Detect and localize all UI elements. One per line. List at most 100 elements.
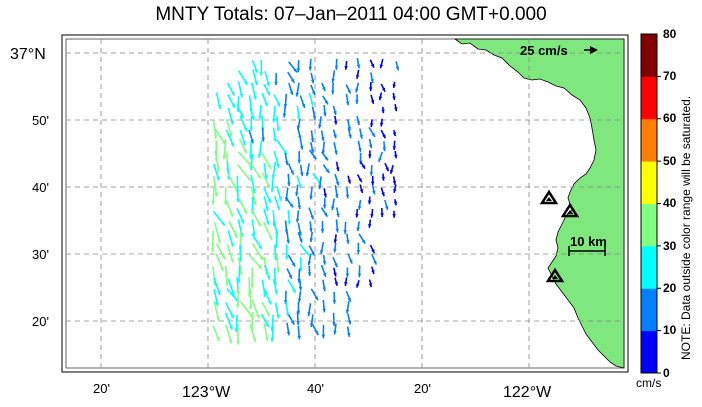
- current-vector-head: [214, 192, 218, 197]
- colorbar-tick-0: 0: [663, 366, 670, 380]
- y-label-40: 40': [32, 180, 49, 195]
- current-vector-head: [254, 68, 258, 73]
- current-vector-head: [229, 133, 233, 137]
- current-vector-head: [257, 174, 261, 179]
- current-vector-head: [309, 238, 314, 243]
- current-vector-head: [252, 231, 256, 236]
- current-vector-head: [381, 192, 385, 197]
- y-label-50: 50': [32, 113, 49, 128]
- current-vector-head: [311, 251, 315, 256]
- current-vector-head: [367, 200, 372, 205]
- current-vector-head: [335, 228, 339, 233]
- current-vector-head: [331, 90, 335, 95]
- current-vector-head: [346, 239, 350, 244]
- current-vector-head: [256, 314, 260, 319]
- current-vector-head: [266, 312, 270, 317]
- current-vector-head: [371, 132, 375, 137]
- current-vector-head: [322, 308, 326, 313]
- current-vector-head: [237, 279, 241, 283]
- current-vector-head: [266, 91, 270, 96]
- current-vector-head: [321, 334, 326, 339]
- current-vector-head: [344, 65, 348, 70]
- colorbar-note: NOTE: Data outside color range will be s…: [679, 95, 693, 360]
- current-vector-head: [250, 139, 254, 144]
- current-vector-head: [230, 142, 234, 147]
- current-vector-head: [355, 74, 360, 79]
- current-vector-head: [378, 157, 382, 162]
- current-vector-head: [323, 193, 327, 198]
- current-vector-head: [262, 293, 267, 298]
- current-vector-head: [347, 320, 352, 325]
- current-vector-head: [236, 198, 240, 203]
- current-vector-head: [298, 286, 303, 291]
- x-label-20a: 20': [93, 381, 110, 396]
- current-vector-head: [332, 300, 337, 304]
- current-vector-head: [334, 66, 339, 70]
- colorbar-segment: [641, 203, 657, 247]
- current-vector-head: [243, 210, 247, 215]
- current-vector-head: [267, 198, 271, 203]
- current-vector-head: [295, 92, 300, 97]
- current-vector-head: [236, 304, 240, 308]
- current-vector-head: [307, 312, 311, 316]
- current-vector-head: [324, 100, 328, 105]
- current-vector-head: [369, 87, 373, 92]
- current-vector-head: [249, 127, 253, 131]
- current-vector-head: [368, 154, 372, 159]
- current-vector-head: [322, 86, 326, 91]
- current-vector-head: [357, 273, 362, 278]
- colorbar-segment: [641, 161, 657, 204]
- current-vector-head: [392, 132, 397, 137]
- current-vector-head: [310, 215, 314, 220]
- current-vector-head: [252, 337, 257, 342]
- current-vector-head: [213, 134, 218, 139]
- current-vector-head: [333, 272, 337, 277]
- current-vector-head: [282, 113, 287, 118]
- current-vector-head: [261, 137, 265, 142]
- current-vector-head: [319, 250, 324, 255]
- current-vector-head: [310, 101, 314, 106]
- current-vector-head: [347, 297, 351, 302]
- current-vector-head: [270, 338, 274, 342]
- current-vector-head: [267, 300, 272, 305]
- current-vector-head: [301, 103, 306, 108]
- current-vector-head: [238, 257, 243, 262]
- current-vector-head: [368, 144, 373, 149]
- current-vector-head: [392, 146, 397, 150]
- current-vector-head: [372, 190, 376, 195]
- colorbar-segment: [641, 245, 657, 289]
- current-vector-head: [395, 66, 400, 71]
- current-vector-head: [253, 201, 257, 206]
- current-vector-head: [321, 150, 326, 154]
- current-vector-head: [265, 323, 269, 328]
- current-vector-head: [299, 238, 303, 243]
- current-vector-head: [296, 115, 301, 120]
- current-vector-head: [290, 78, 295, 83]
- current-vector-head: [291, 262, 296, 267]
- current-vector-head: [276, 314, 280, 319]
- current-vector-head: [266, 82, 270, 87]
- current-vector-head: [283, 150, 287, 155]
- current-vector-head: [323, 212, 328, 217]
- current-vector-head: [297, 335, 301, 340]
- current-vector-head: [347, 179, 351, 184]
- current-vector-head: [254, 81, 258, 85]
- current-vector-head: [257, 154, 262, 158]
- colorbar-tick-80: 80: [663, 27, 677, 41]
- current-vector-head: [230, 91, 235, 96]
- colorbar: [641, 34, 661, 374]
- current-vector-head: [381, 87, 386, 92]
- colorbar-tick-70: 70: [663, 69, 677, 83]
- current-vector-head: [239, 93, 244, 98]
- current-vector-head: [231, 291, 235, 296]
- current-vector-head: [368, 224, 372, 228]
- current-vector-head: [217, 239, 221, 244]
- current-vector-head: [285, 161, 289, 165]
- colorbar-tick-20: 20: [663, 281, 677, 295]
- current-vector-head: [253, 95, 257, 100]
- current-vector-head: [358, 148, 362, 152]
- current-vector-head: [287, 220, 291, 225]
- current-vector-head: [331, 78, 335, 83]
- current-vector-head: [321, 137, 325, 141]
- current-vector-head: [381, 176, 386, 181]
